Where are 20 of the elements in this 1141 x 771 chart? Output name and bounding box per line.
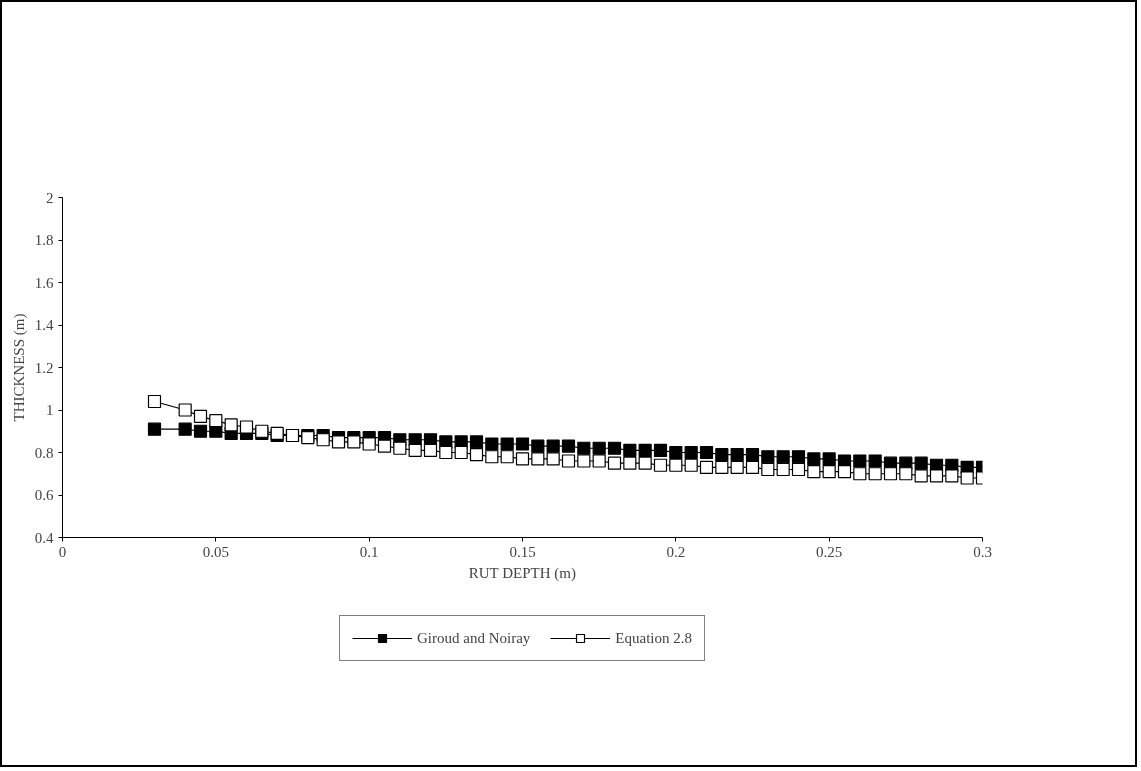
x-axis-title: RUT DEPTH (m): [468, 564, 576, 582]
x-tick-label: 0.25: [816, 543, 843, 560]
y-tick-label: 2: [46, 189, 54, 206]
y-tick-label: 1.2: [34, 359, 54, 376]
y-tick-label: 0.8: [34, 444, 54, 461]
x-tick-label: 0.2: [666, 543, 686, 560]
x-tick-label: 0.05: [202, 543, 229, 560]
x-tick-label: 0: [58, 543, 67, 560]
y-tick-label: 0.4: [34, 529, 54, 546]
x-tick-label: 0.15: [509, 543, 536, 560]
y-axis-title: THICKNESS (m): [10, 313, 28, 422]
x-tick-label: 0.3: [973, 543, 992, 560]
x-tick-label: 0.1: [359, 543, 379, 560]
y-tick-label: 1.8: [34, 232, 54, 248]
y-tick-label: 0.6: [34, 487, 54, 503]
legend-label: Equation 2.8: [615, 629, 692, 647]
legend-label: Giroud and Noiray: [417, 629, 531, 647]
y-tick-label: 1.4: [34, 317, 54, 333]
y-tick-label: 1: [46, 402, 54, 418]
y-tick-label: 1.6: [34, 274, 54, 291]
